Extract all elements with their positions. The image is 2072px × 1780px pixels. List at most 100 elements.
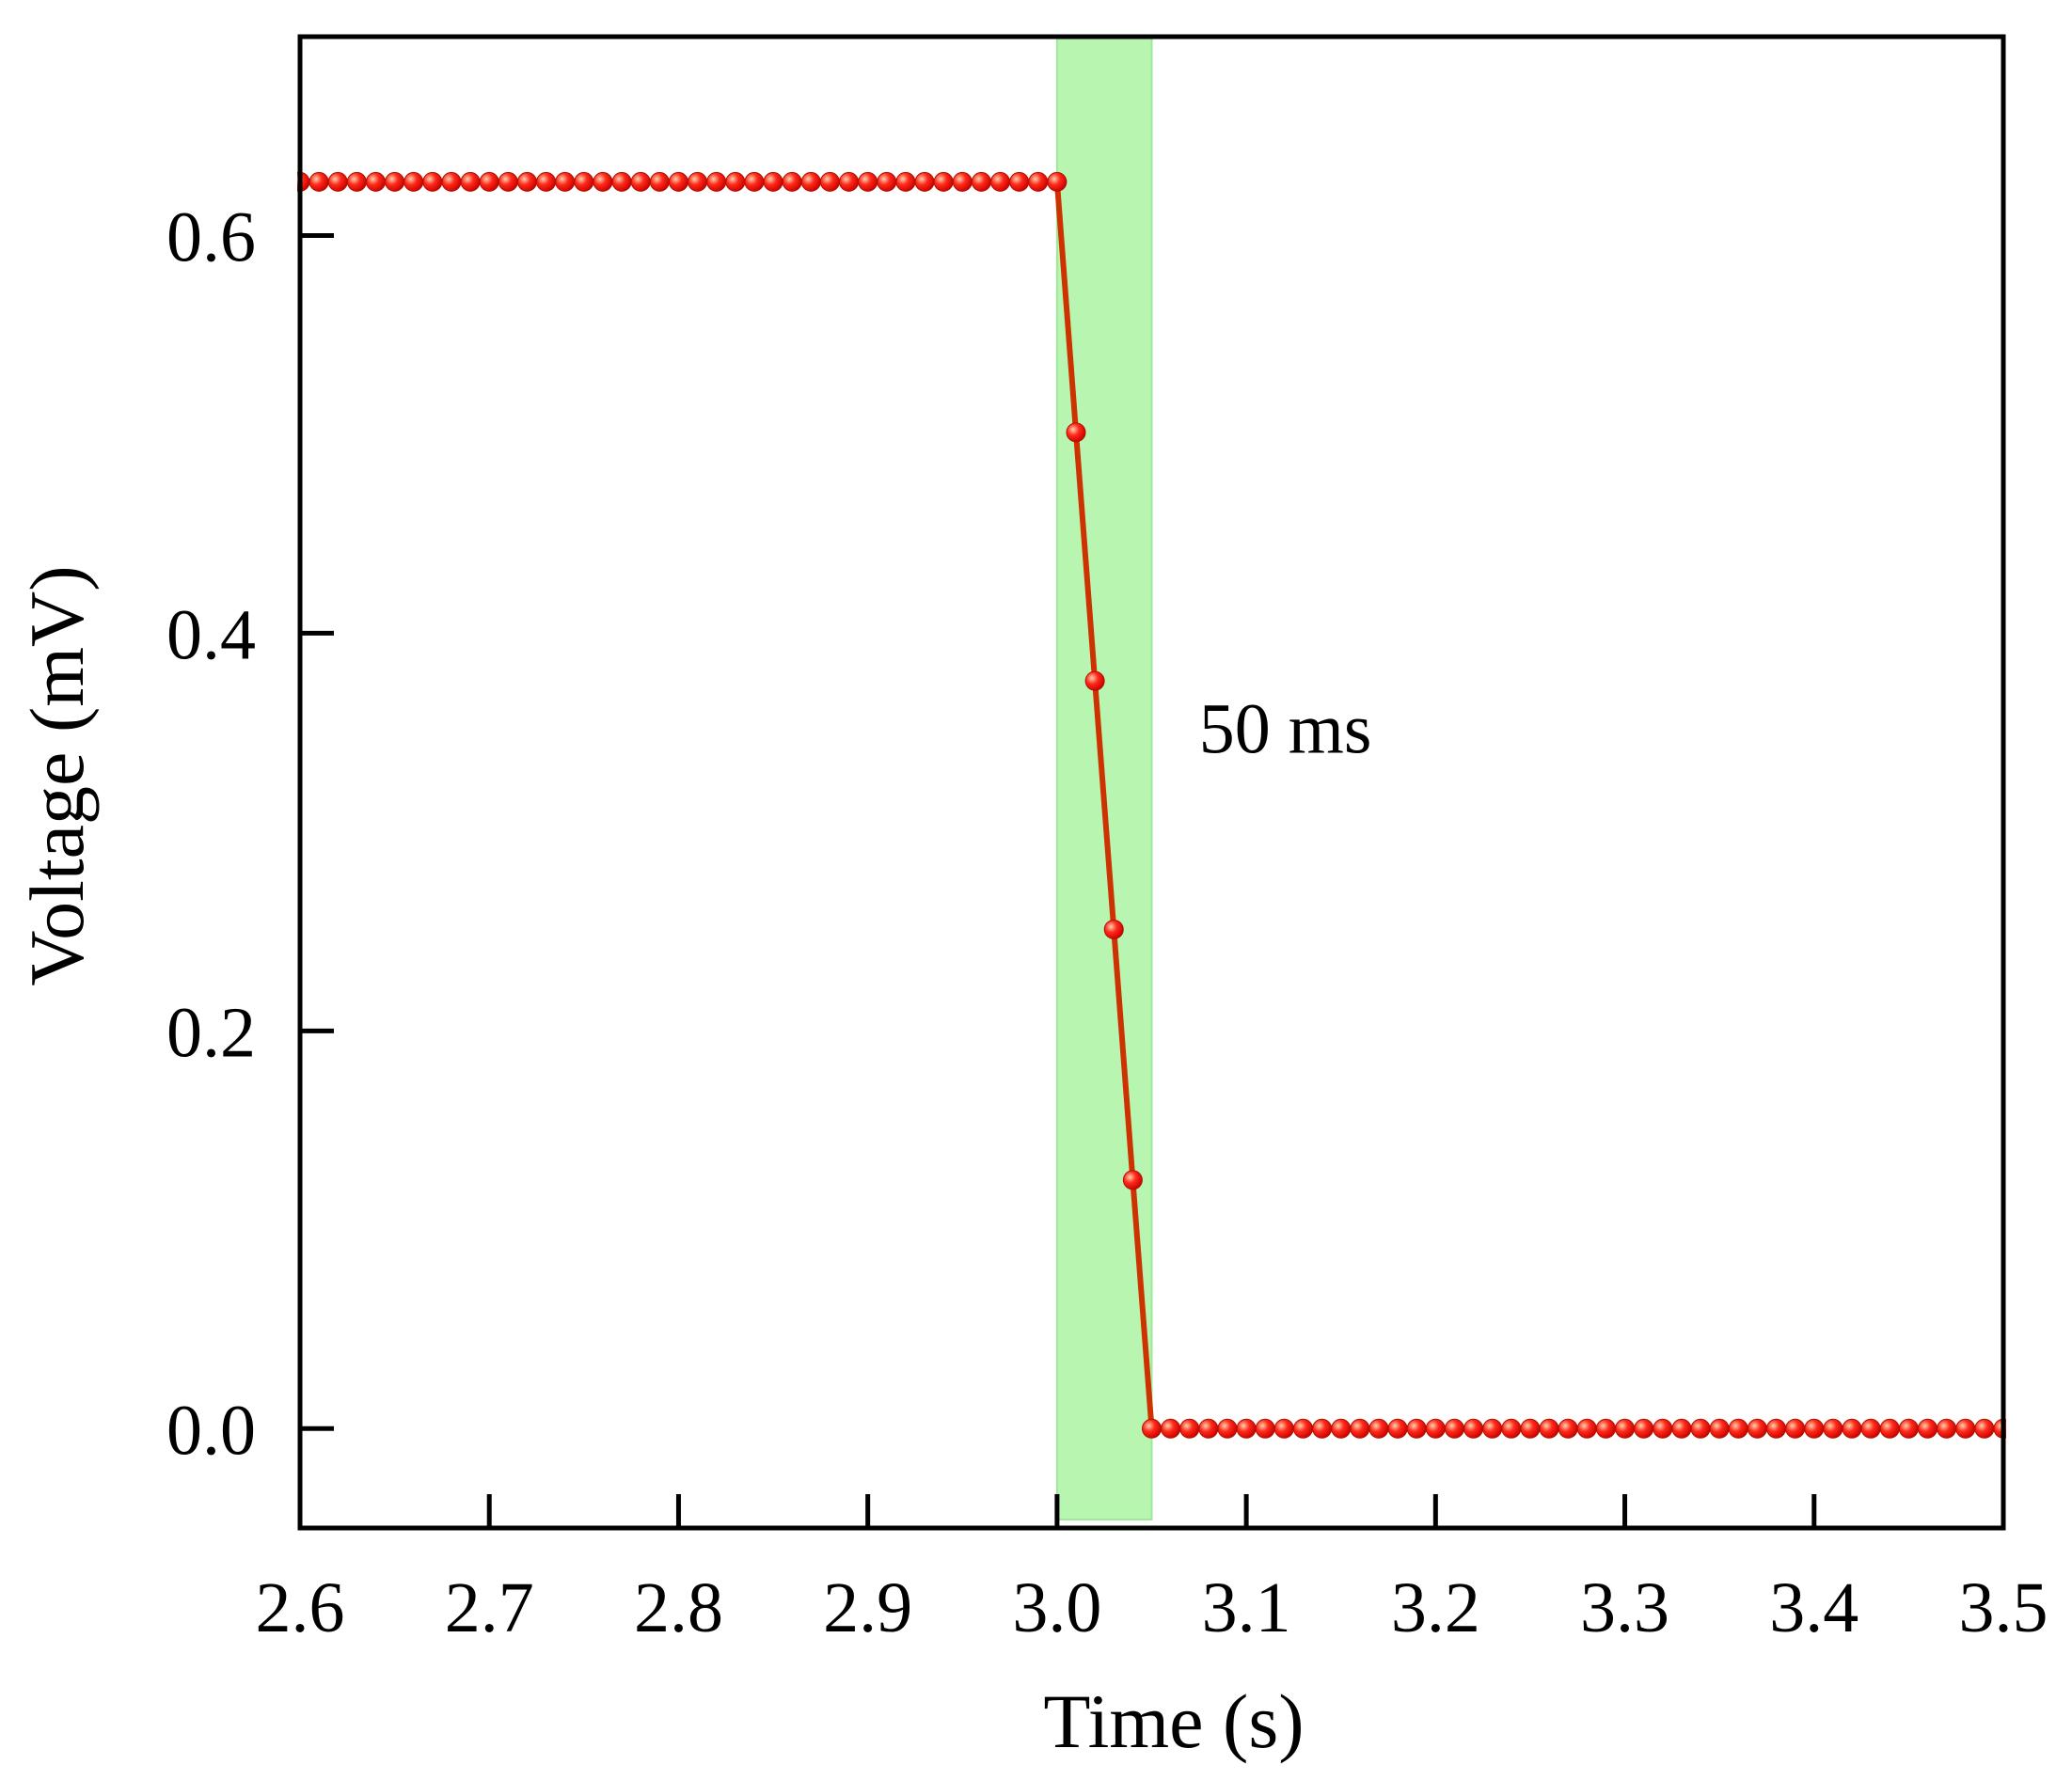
data-point xyxy=(385,171,405,192)
data-point xyxy=(1898,1418,1919,1439)
data-point xyxy=(1823,1418,1843,1439)
data-point xyxy=(479,171,499,192)
data-point xyxy=(1974,1418,1995,1439)
data-point xyxy=(1406,1418,1427,1439)
data-point xyxy=(1653,1418,1673,1439)
data-point xyxy=(877,171,897,192)
y-axis-label: Voltage (mV) xyxy=(14,565,100,985)
plot-frame xyxy=(297,34,2006,1531)
data-point xyxy=(1273,1418,1294,1439)
data-point xyxy=(611,171,632,192)
data-point xyxy=(1179,1418,1200,1439)
data-point xyxy=(365,171,386,192)
data-point xyxy=(1690,1418,1711,1439)
data-point xyxy=(1217,1418,1238,1439)
data-point xyxy=(1312,1418,1333,1439)
data-point xyxy=(1368,1418,1389,1439)
x-tick-label: 2.9 xyxy=(823,1568,912,1647)
data-point xyxy=(1425,1418,1446,1439)
y-tick-label: 0.6 xyxy=(166,197,256,276)
data-point xyxy=(971,171,991,192)
data-point xyxy=(536,171,557,192)
data-point xyxy=(800,171,821,192)
y-tick-label: 0.4 xyxy=(166,595,256,674)
y-tick-label: 0.2 xyxy=(166,993,256,1072)
x-tick-label: 3.3 xyxy=(1580,1568,1669,1647)
data-point xyxy=(1709,1418,1730,1439)
data-point xyxy=(1785,1418,1806,1439)
data-point xyxy=(1634,1418,1654,1439)
data-point xyxy=(1520,1418,1541,1439)
data-point xyxy=(1918,1418,1938,1439)
data-point xyxy=(839,171,860,192)
data-point xyxy=(952,171,973,192)
data-point xyxy=(1084,670,1105,691)
data-point xyxy=(1198,1418,1219,1439)
data-point xyxy=(1501,1418,1522,1439)
data-point xyxy=(1671,1418,1692,1439)
data-point xyxy=(1292,1418,1313,1439)
data-point xyxy=(346,171,367,192)
data-point xyxy=(649,171,670,192)
x-axis-label: Time (s) xyxy=(1043,1678,1304,1764)
data-point xyxy=(933,171,954,192)
data-point xyxy=(668,171,688,192)
data-point xyxy=(1766,1418,1787,1439)
x-tick-label: 3.1 xyxy=(1202,1568,1291,1647)
x-tick-label: 2.7 xyxy=(445,1568,534,1647)
x-tick-label: 2.8 xyxy=(634,1568,723,1647)
x-tick-label: 3.4 xyxy=(1769,1568,1858,1647)
data-point xyxy=(1615,1418,1636,1439)
data-point xyxy=(1009,171,1030,192)
data-point xyxy=(1387,1418,1408,1439)
data-point xyxy=(1576,1418,1597,1439)
data-point xyxy=(990,171,1011,192)
data-point xyxy=(725,171,746,192)
data-point xyxy=(1142,1418,1162,1439)
data-point xyxy=(895,171,916,192)
duration-annotation: 50 ms xyxy=(1199,689,1372,768)
data-point xyxy=(688,171,708,192)
data-point xyxy=(1463,1418,1484,1439)
data-point xyxy=(763,171,783,192)
data-point xyxy=(1444,1418,1464,1439)
data-point xyxy=(308,171,329,192)
data-point xyxy=(1804,1418,1825,1439)
data-point xyxy=(555,171,576,192)
data-point xyxy=(1842,1418,1862,1439)
data-point xyxy=(1103,919,1124,939)
x-tick-label: 2.6 xyxy=(256,1568,345,1647)
data-point xyxy=(1558,1418,1578,1439)
data-point xyxy=(1028,171,1049,192)
data-point xyxy=(1747,1418,1767,1439)
data-point xyxy=(1122,1170,1143,1190)
data-point xyxy=(1595,1418,1616,1439)
data-point xyxy=(1539,1418,1559,1439)
data-point xyxy=(327,171,348,192)
data-point xyxy=(460,171,481,192)
data-point xyxy=(1047,171,1068,192)
data-point xyxy=(516,171,537,192)
x-tick-label: 3.5 xyxy=(1959,1568,2048,1647)
data-point xyxy=(1937,1418,1957,1439)
data-point xyxy=(914,171,935,192)
data-point xyxy=(441,171,462,192)
data-point xyxy=(744,171,765,192)
data-point xyxy=(1236,1418,1257,1439)
data-point xyxy=(858,171,878,192)
data-point xyxy=(574,171,594,192)
data-point xyxy=(1255,1418,1275,1439)
y-axis-ticks: 0.0 0.2 0.4 0.6 xyxy=(166,197,334,1470)
series-layer xyxy=(297,171,2006,1439)
x-tick-label: 3.2 xyxy=(1391,1568,1480,1647)
data-point xyxy=(1066,422,1086,443)
x-tick-label: 3.0 xyxy=(1012,1568,1101,1647)
data-point xyxy=(706,171,727,192)
data-point xyxy=(819,171,840,192)
data-point xyxy=(1161,1418,1181,1439)
data-point xyxy=(1350,1418,1370,1439)
data-point xyxy=(403,171,424,192)
data-point xyxy=(1331,1418,1352,1439)
